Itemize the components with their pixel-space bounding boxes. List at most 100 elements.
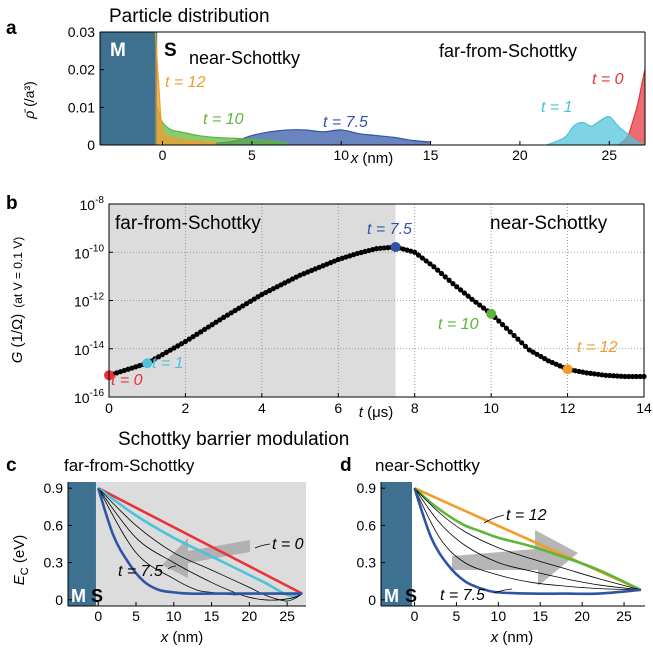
y-tick-label: 0.01	[68, 99, 95, 115]
band-curve-t-7-5	[96, 487, 303, 595]
curve-label-t7-5: t = 7.5	[323, 114, 368, 131]
data-point	[438, 270, 445, 277]
y-tick-label: 0.9	[357, 480, 377, 496]
x-tick-label: 10	[333, 147, 349, 163]
data-point	[198, 329, 204, 335]
data-point	[446, 277, 452, 283]
x-tick-label: 4	[258, 400, 266, 416]
data-point	[503, 325, 510, 331]
x-tick-label: 15	[532, 608, 548, 624]
data-point	[190, 334, 196, 340]
panel-d-metal	[381, 482, 413, 606]
area-edge-t-7-5	[216, 129, 431, 144]
area-t-10	[157, 107, 288, 145]
data-point	[607, 372, 613, 379]
data-point	[152, 356, 158, 362]
panel-c-label-t0: t = 0	[272, 536, 304, 553]
y-tick-label: 10-12	[74, 292, 104, 310]
panel-d: d near-Schottky 0 5 10 15 20 25 00.30.60.9 M …	[340, 455, 645, 646]
data-point	[247, 298, 253, 304]
data-point	[243, 301, 250, 307]
data-point	[530, 349, 536, 355]
data-point	[618, 373, 624, 379]
panel-c-letter: c	[6, 455, 17, 476]
data-point	[431, 264, 437, 270]
highlight-t-7-5	[390, 241, 401, 252]
x-tick-label: 5	[453, 608, 461, 624]
data-point	[171, 345, 177, 351]
panel-d-leader-t12	[483, 514, 505, 524]
highlight-t-10	[486, 308, 497, 319]
panel-a-x-label: x (nm)	[350, 150, 394, 167]
x-tick-label: 5	[248, 147, 256, 163]
panel-a-y-ticks: 0 0.01 0.02 0.03	[68, 24, 104, 153]
band-curve-intermediate-2	[414, 487, 641, 591]
data-point	[240, 303, 246, 309]
data-point	[461, 290, 467, 296]
band-curve-intermediate-1	[97, 487, 303, 602]
area-edge-t-10	[156, 107, 288, 144]
panel-c: c far-from-Schottky 0 5 10 15 20 25 0 0.3 0.6 0.…	[6, 455, 306, 646]
panel-d-semi-label: S	[405, 586, 417, 606]
panel-d-label-t7-5: t = 7.5	[440, 587, 485, 604]
data-point	[194, 331, 200, 337]
data-point	[175, 343, 181, 349]
data-point	[221, 314, 227, 320]
data-point	[626, 373, 632, 380]
data-point	[373, 246, 380, 252]
svg-text:G (1/Ω)(at V = 0.1 V): G (1/Ω)(at V = 0.1 V)	[9, 237, 26, 364]
panel-d-shift-arrow	[452, 530, 578, 586]
band-curve-t-1	[97, 487, 303, 598]
data-point	[538, 353, 544, 360]
panel-c-x-ticks: 0 5 10 15 20 25	[94, 602, 295, 624]
data-point	[450, 281, 456, 287]
curve-label-t12: t = 12	[165, 74, 206, 91]
metal-label: M	[110, 40, 126, 61]
panel-a: a Particle distribution 0 5 10 15 20 25 0 0.01…	[6, 6, 646, 167]
y-tick-label: 10-14	[74, 340, 104, 358]
data-point	[186, 336, 192, 342]
x-tick-label: 10	[491, 608, 507, 624]
x-tick-label: 10	[166, 608, 182, 624]
data-point	[377, 245, 383, 251]
x-tick-label: 25	[601, 147, 617, 163]
band-curve-intermediate-3	[414, 488, 641, 591]
panel-b-near-label: near-Schottky	[490, 213, 608, 234]
semiconductor-label: S	[164, 40, 177, 61]
panel-a-x-ticks: 0 5 10 15 20 25	[159, 141, 617, 163]
data-point	[381, 245, 387, 251]
point-label-t1: t = 1	[152, 355, 184, 372]
band-curve-t-10	[413, 487, 642, 592]
point-label-t12: t = 12	[577, 339, 618, 356]
y-tick-label: 10-10	[74, 243, 104, 261]
x-tick-label: 0	[105, 400, 113, 416]
x-tick-label: 0	[94, 608, 102, 624]
data-point	[156, 354, 162, 360]
x-tick-label: 20	[574, 608, 590, 624]
x-tick-label: 12	[560, 400, 576, 416]
svg-text:ρ̄ (/a³): ρ̄ (/a³)	[21, 81, 37, 120]
svg-text:EC (eV): EC (eV)	[11, 535, 31, 585]
data-point	[213, 319, 219, 325]
panel-a-y-label-unit: (/a³)	[21, 81, 37, 111]
panel-d-letter: d	[340, 455, 352, 476]
data-point	[167, 347, 173, 353]
curve-label-t1: t = 1	[541, 99, 573, 116]
panel-b: b 0 2 4 6 8 10 12 14 10-16 10-14 10-12 10-10 10-8 f…	[6, 193, 652, 421]
point-label-t0: t = 0	[111, 372, 143, 389]
shift-arrow	[452, 530, 578, 586]
data-point	[629, 373, 636, 380]
panel-c-semi-label: S	[91, 586, 103, 606]
x-tick-label: 2	[182, 400, 190, 416]
data-point	[427, 261, 433, 267]
area-t-1	[546, 116, 645, 145]
panel-a-y-label-var: ρ̄	[21, 109, 37, 120]
data-point	[526, 347, 532, 353]
data-point	[500, 322, 506, 328]
panel-c-y-ticks: 0 0.3 0.6 0.9	[44, 480, 72, 608]
area-t-12	[155, 32, 217, 145]
data-point	[542, 356, 548, 362]
data-point	[457, 287, 464, 293]
panel-c-x-label: x (nm)	[160, 629, 204, 646]
